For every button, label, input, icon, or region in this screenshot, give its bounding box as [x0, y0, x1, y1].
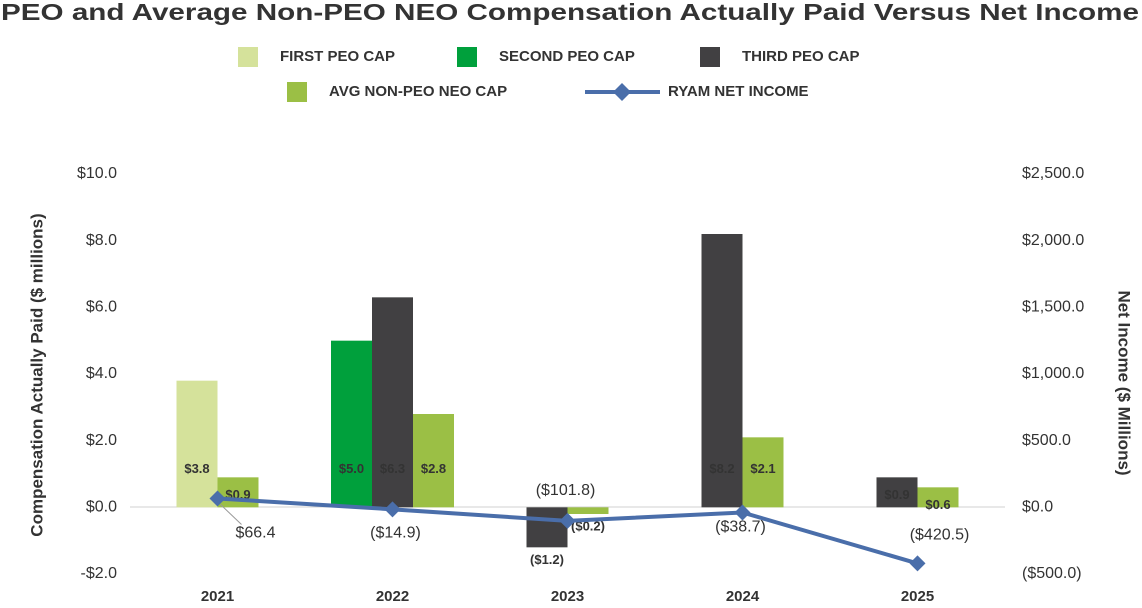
x-tick-label: 2024: [726, 588, 760, 605]
bar: [331, 340, 372, 508]
data-label: $8.2: [709, 461, 734, 476]
line-marker: [559, 512, 576, 529]
bar: [876, 477, 918, 508]
bar: [176, 380, 218, 508]
data-label: $2.8: [421, 461, 446, 476]
x-tick-label: 2022: [376, 588, 409, 605]
bar: [413, 414, 454, 508]
line-marker: [909, 555, 926, 572]
data-label: ($101.8): [536, 482, 596, 499]
x-tick-label: 2025: [901, 588, 934, 605]
data-label-bg: [527, 551, 567, 570]
x-tick-label: 2021: [201, 588, 234, 605]
legend-label: RYAM NET INCOME: [668, 83, 809, 100]
y-tick-label: -$2.0: [81, 565, 118, 582]
data-label: $0.6: [925, 497, 950, 512]
y2-tick-label: $2,000.0: [1022, 232, 1084, 249]
line-marker: [384, 501, 401, 518]
y-tick-label: $10.0: [77, 165, 117, 182]
bar: [526, 507, 568, 548]
line-marker: [209, 490, 226, 507]
x-tick-label: 2023: [551, 588, 584, 605]
data-label: ($420.5): [910, 527, 970, 544]
y-tick-label: $2.0: [86, 432, 117, 449]
legend-marker: [613, 83, 631, 101]
bar: [701, 234, 743, 508]
y-tick-label: $8.0: [86, 232, 117, 249]
bar: [742, 437, 784, 508]
y2-tick-label: $500.0: [1022, 432, 1071, 449]
y-tick-label: $4.0: [86, 365, 117, 382]
bar: [917, 487, 959, 508]
legend-label: THIRD PEO CAP: [742, 48, 860, 65]
bar: [372, 297, 413, 508]
data-label: $5.0: [339, 461, 364, 476]
data-label: $6.3: [380, 461, 405, 476]
legend-label: FIRST PEO CAP: [280, 48, 395, 65]
legend-swatch: [238, 47, 258, 67]
chart-title: PEO and Average Non-PEO NEO Compensation…: [1, 0, 1139, 25]
legend-label: SECOND PEO CAP: [499, 48, 635, 65]
y2-tick-label: ($500.0): [1022, 565, 1082, 582]
data-label: ($1.2): [530, 552, 564, 567]
data-label: ($14.9): [370, 525, 421, 542]
bar: [567, 507, 609, 514]
y2-tick-label: $2,500.0: [1022, 165, 1084, 182]
data-label-bg: [568, 518, 608, 536]
y-tick-label: $0.0: [86, 499, 117, 516]
data-label: ($38.7): [715, 519, 766, 536]
line-marker: [734, 504, 751, 521]
legend-label: AVG NON-PEO NEO CAP: [329, 83, 507, 100]
leader-line: [220, 504, 242, 525]
data-label: $0.9: [884, 487, 909, 502]
y2-tick-label: $1,000.0: [1022, 365, 1084, 382]
y-axis-label: Compensation Actually Paid ($ millions): [27, 213, 46, 536]
legend-swatch: [700, 47, 720, 67]
data-label: $2.1: [750, 461, 775, 476]
y2-axis-label: Net Income ($ Millions): [1115, 290, 1134, 475]
legend-swatch: [457, 47, 477, 67]
y2-tick-label: $0.0: [1022, 499, 1053, 516]
data-label: $3.8: [184, 461, 209, 476]
data-label: $66.4: [235, 525, 275, 542]
y-tick-label: $6.0: [86, 299, 117, 316]
y2-tick-label: $1,500.0: [1022, 299, 1084, 316]
legend-swatch: [287, 82, 307, 102]
